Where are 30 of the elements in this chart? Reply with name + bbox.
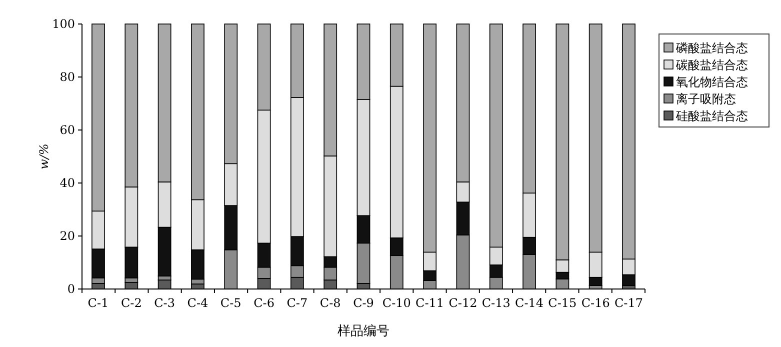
- x-tick-label: C-14: [515, 296, 544, 310]
- legend-label: 离子吸附态: [676, 92, 736, 106]
- y-axis-title: w/%: [37, 144, 51, 170]
- y-tick-label: 40: [60, 176, 75, 190]
- x-tick-label: C-6: [254, 296, 274, 310]
- x-axis-title: 样品编号: [338, 324, 390, 339]
- legend-label: 硅酸盐结合态: [675, 109, 748, 124]
- x-tick-label: C-16: [581, 296, 610, 310]
- legend-label: 碳酸盐结合态: [675, 58, 748, 72]
- x-tick-label: C-11: [416, 296, 444, 310]
- x-tick-label: C-13: [482, 296, 510, 310]
- x-tick-label: C-4: [187, 296, 209, 310]
- x-tick-label: C-12: [448, 296, 478, 310]
- x-tick-label: C-5: [220, 296, 242, 310]
- x-tick-label: C-8: [320, 296, 341, 310]
- x-tick-label: C-7: [286, 296, 308, 310]
- x-tick-label: C-17: [614, 296, 644, 310]
- x-tick-label: C-1: [88, 296, 109, 310]
- y-tick-label: 100: [52, 17, 75, 32]
- x-tick-label: C-2: [120, 296, 142, 310]
- x-tick-label: C-15: [548, 296, 577, 310]
- legend-label: 磷酸盐结合态: [675, 41, 748, 56]
- legend-label: 氧化物结合态: [676, 75, 748, 90]
- x-tick-label: C-10: [382, 296, 411, 310]
- y-tick-label: 0: [67, 282, 75, 296]
- x-tick-label: C-9: [353, 296, 374, 310]
- y-tick-label: 80: [60, 70, 75, 84]
- x-tick-label: C-3: [154, 296, 175, 310]
- y-tick-label: 60: [60, 123, 75, 138]
- y-tick-label: 20: [60, 229, 75, 244]
